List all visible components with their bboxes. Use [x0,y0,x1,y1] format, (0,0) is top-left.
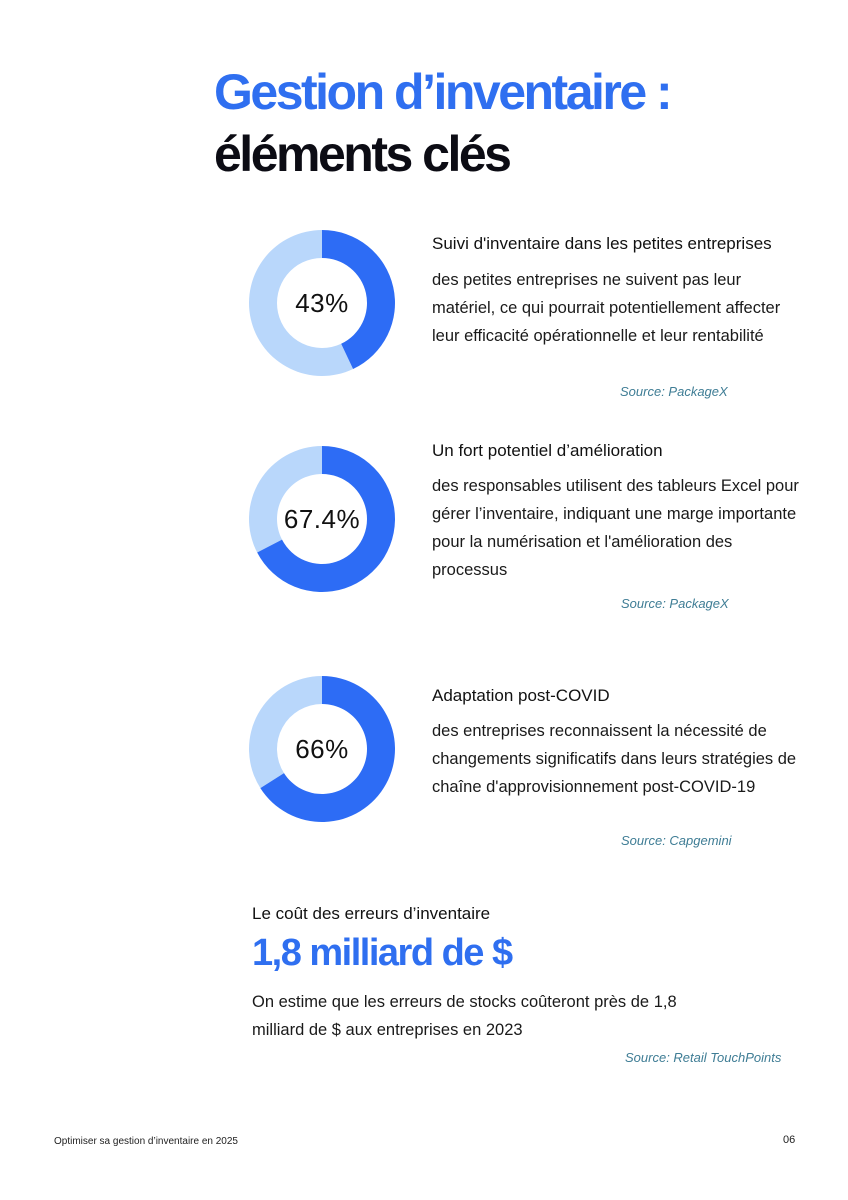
page-title-line-2: éléments clés [214,126,512,182]
cost-description: On estime que les erreurs de stocks coût… [252,993,677,1039]
page-title-line-1: Gestion d’inventaire : [214,64,673,120]
donut-track [249,230,354,376]
donut-chart-2: 67.4% [248,445,396,593]
stat-title: Suivi d'inventaire dans les petites entr… [432,234,772,253]
page-number: 06 [783,1134,796,1146]
donut-svg [248,446,395,592]
donut-chart-3: 66% [248,675,396,823]
source-label: Source: PackageX [621,596,729,611]
donut-svg [249,230,395,376]
source-label: Source: PackageX [620,384,728,399]
stat-description: des entreprises reconnaissent la nécessi… [432,722,797,796]
footer-document-title: Optimiser sa gestion d’inventaire en 202… [54,1136,238,1147]
donut-track [249,676,322,789]
donut-arc [257,446,395,592]
cost-title: Le coût des erreurs d’inventaire [252,904,491,923]
stat-title: Un fort potentiel d’amélioration [432,441,663,460]
stat-description: des petites entreprises ne suivent pas l… [432,271,781,345]
donut-arc [260,676,395,822]
source-label: Source: Capgemini [621,833,732,848]
stat-description: des responsables utilisent des tableurs … [432,477,799,579]
donut-value: 43% [295,287,349,318]
donut-value: 67.4% [283,503,361,534]
stat-title: Adaptation post-COVID [432,686,610,705]
donut-chart-1: 43% [248,229,396,377]
donut-value: 66% [295,733,349,764]
donut-track [248,446,322,553]
donut-svg [249,676,395,822]
cost-source-label: Source: Retail TouchPoints [625,1050,782,1065]
cost-value: 1,8 milliard de $ [252,932,513,974]
donut-arc [322,230,395,370]
